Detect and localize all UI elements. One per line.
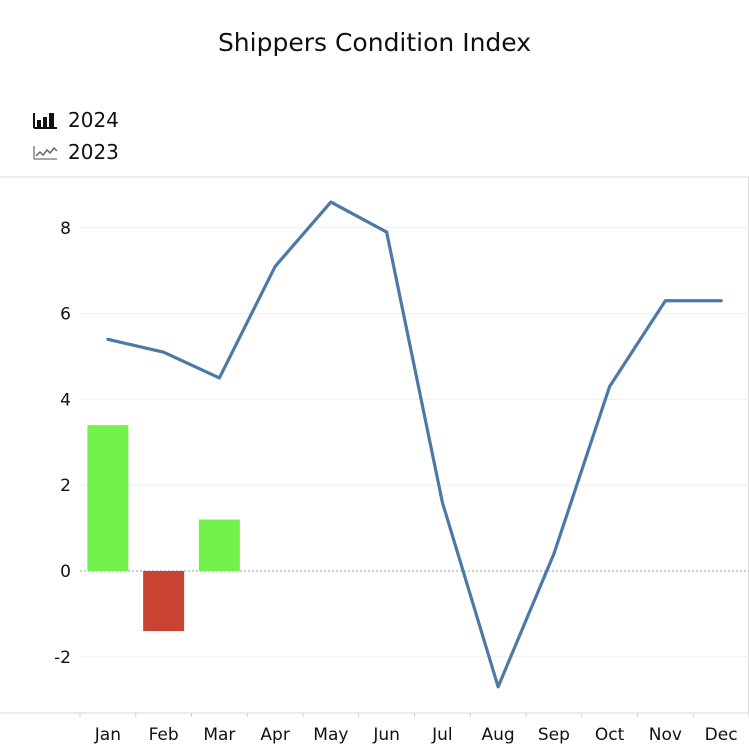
line-2023[interactable] [106, 200, 723, 689]
x-tick-label-jul: Jul [431, 725, 453, 745]
legend: 2024 2023 [32, 104, 119, 168]
x-tick-label-dec: Dec [705, 725, 738, 745]
x-tick-label-oct: Oct [595, 725, 625, 745]
y-tick-label: -2 [54, 648, 71, 668]
y-tick-label: 6 [60, 305, 71, 325]
line-chart-icon [33, 146, 58, 160]
y-tick-label: 0 [60, 562, 71, 582]
x-tick-label-feb: Feb [149, 725, 179, 745]
x-tick-label-aug: Aug [482, 725, 515, 745]
x-tick-label-sep: Sep [538, 725, 570, 745]
legend-item-2023[interactable]: 2023 [32, 136, 119, 168]
legend-label-2023: 2023 [68, 140, 119, 164]
y-tick-label: 4 [60, 390, 71, 410]
legend-label-2024: 2024 [68, 108, 119, 132]
bar-2024-feb[interactable] [143, 571, 185, 632]
bar-2024-jan[interactable] [87, 425, 129, 571]
y-tick-label: 8 [60, 219, 71, 239]
x-tick-label-nov: Nov [649, 725, 682, 745]
bar-chart-icon [33, 113, 57, 129]
x-tick-label-apr: Apr [260, 725, 289, 745]
legend-item-2024[interactable]: 2024 [32, 104, 119, 136]
x-tick-label-may: May [313, 725, 348, 745]
x-tick-label-mar: Mar [203, 725, 235, 745]
bar-2024-mar[interactable] [198, 519, 240, 571]
x-tick-label-jan: Jan [94, 725, 121, 745]
chart-title: Shippers Condition Index [217, 28, 532, 57]
y-tick-label: 2 [60, 476, 71, 496]
x-tick-label-jun: Jun [372, 725, 400, 745]
